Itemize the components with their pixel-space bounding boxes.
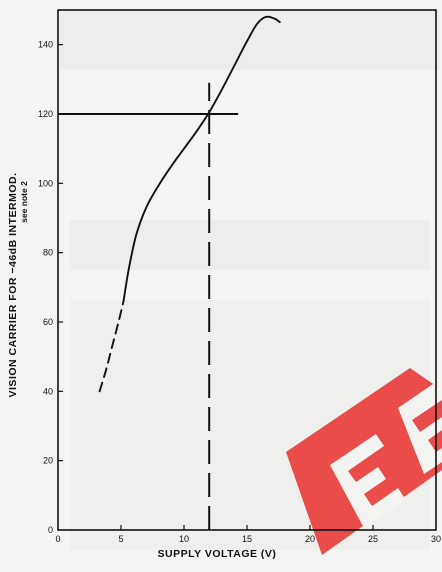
y-axis-title: VISION CARRIER FOR −46dB INTERMOD. <box>7 173 19 398</box>
y-axis-ticks: 0 20 40 60 80 100 120 140 <box>38 40 63 535</box>
y-tick-label: 20 <box>43 456 53 466</box>
x-tick-label: 25 <box>368 534 378 544</box>
y-tick-label: 100 <box>38 178 53 188</box>
series-layer <box>98 15 281 393</box>
series-line-dashed <box>98 300 125 393</box>
y-tick-label: 80 <box>43 248 53 258</box>
y-tick-label: 0 <box>48 525 53 535</box>
x-tick-label: 20 <box>305 534 315 544</box>
y-tick-label: 40 <box>43 386 53 396</box>
x-tick-label: 5 <box>118 534 123 544</box>
x-tick-label: 10 <box>179 534 189 544</box>
y-axis-note: see note 2 <box>19 181 29 223</box>
x-axis-ticks: 0 5 10 15 20 25 30 <box>55 525 441 544</box>
series-line-solid <box>122 15 281 303</box>
x-tick-label: 0 <box>55 534 60 544</box>
y-tick-label: 60 <box>43 317 53 327</box>
y-tick-label: 140 <box>38 40 53 50</box>
watermark-logo <box>286 368 442 555</box>
x-tick-label: 15 <box>242 534 252 544</box>
x-tick-label: 30 <box>431 534 441 544</box>
x-axis-title: SUPPLY VOLTAGE (V) <box>158 548 277 560</box>
y-tick-label: 120 <box>38 109 53 119</box>
